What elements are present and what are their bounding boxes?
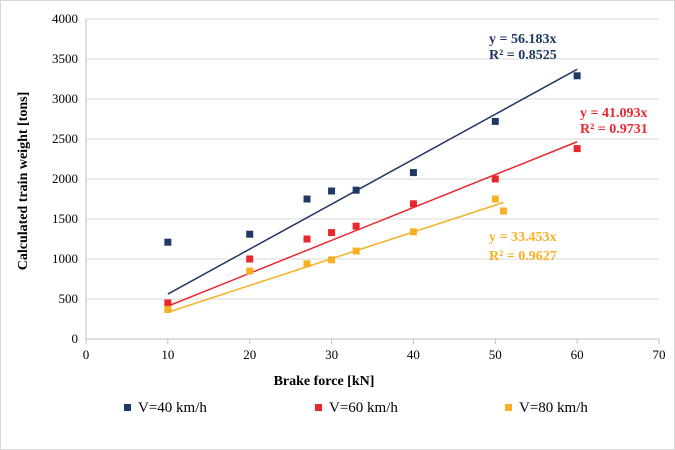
data-point-series-2 [491, 175, 499, 183]
trendline-r-squared: R² = 0.9731 [580, 122, 648, 137]
trendline-series-3 [167, 201, 504, 313]
trendline-equation: y = 33.453x [489, 230, 556, 245]
data-point-series-2 [409, 200, 417, 208]
legend: V=40 km/h V=60 km/h V=80 km/h [124, 400, 588, 416]
data-point-series-1 [328, 187, 336, 195]
y-tick-label: 4000 [52, 11, 78, 26]
data-point-series-1 [409, 169, 417, 177]
data-point-series-1 [352, 186, 360, 194]
x-tick-label: 0 [83, 347, 90, 362]
data-point-series-2 [352, 222, 360, 230]
legend-marker-series-2 [315, 404, 322, 411]
data-point-series-2 [164, 299, 172, 307]
x-tick-label: 50 [489, 347, 502, 362]
x-tick-label: 40 [407, 347, 420, 362]
tick-labels: 0 500 1000 1500 2000 2500 3000 3500 4000 0 10 20 30 4… [52, 11, 666, 362]
y-tick-label: 500 [59, 291, 79, 306]
y-tick-label: 1000 [52, 251, 78, 266]
data-point-series-3 [164, 305, 172, 313]
data-point-series-1 [246, 230, 254, 238]
x-tick-label: 10 [161, 347, 174, 362]
data-point-series-3 [328, 256, 336, 264]
data-point-series-3 [303, 260, 311, 268]
legend-label-series-2: V=60 km/h [329, 400, 398, 416]
data-points [164, 72, 581, 313]
gridlines [86, 18, 659, 300]
data-point-series-1 [164, 238, 172, 246]
data-point-series-3 [409, 228, 417, 236]
data-point-series-3 [246, 267, 254, 275]
data-point-series-3 [499, 207, 507, 215]
y-axis-title: Calculated train weight [tons] [16, 92, 31, 271]
trendline-equation: y = 41.093x [580, 106, 647, 121]
trendlines [167, 68, 578, 313]
data-point-series-2 [328, 229, 336, 237]
y-tick-label: 3500 [52, 51, 78, 66]
trendline-equation: y = 56.183x [489, 32, 556, 47]
x-axis-title: Brake force [kN] [274, 374, 375, 389]
legend-marker-series-3 [505, 404, 512, 411]
legend-marker-series-1 [124, 404, 131, 411]
x-tick-label: 30 [325, 347, 338, 362]
trendline-series-2 [167, 141, 578, 307]
data-point-series-2 [246, 255, 254, 263]
y-tick-label: 2500 [52, 131, 78, 146]
y-tick-label: 2000 [52, 171, 78, 186]
trendline-r-squared: R² = 0.9627 [489, 249, 557, 264]
x-tick-label: 20 [243, 347, 256, 362]
data-point-series-1 [573, 72, 581, 80]
legend-label-series-1: V=40 km/h [138, 400, 207, 416]
axes [85, 19, 660, 344]
y-tick-label: 1500 [52, 211, 78, 226]
y-tick-label: 3000 [52, 91, 78, 106]
data-point-series-3 [491, 195, 499, 203]
x-tick-label: 60 [571, 347, 584, 362]
data-point-series-2 [303, 235, 311, 243]
trendline-series-1 [167, 68, 578, 295]
x-tick-label: 70 [653, 347, 666, 362]
data-point-series-2 [573, 145, 581, 153]
legend-label-series-3: V=80 km/h [519, 400, 588, 416]
data-point-series-1 [491, 117, 499, 125]
y-tick-label: 0 [72, 331, 79, 346]
data-point-series-1 [303, 195, 311, 203]
data-point-series-3 [352, 247, 360, 255]
trendline-r-squared: R² = 0.8525 [489, 48, 557, 63]
